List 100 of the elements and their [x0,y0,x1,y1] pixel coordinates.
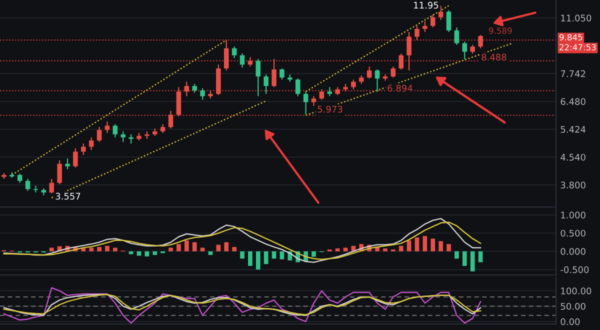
bar [200,248,205,252]
y-tick-label: 11.050 [561,14,592,22]
candlestick [454,26,460,46]
bar [414,237,420,252]
candlestick [256,58,261,97]
bar [398,246,404,252]
bar [168,248,173,252]
candlestick [73,148,78,168]
candlestick [88,136,94,151]
candlestick [176,86,182,117]
bar [454,251,459,259]
bar [430,238,436,252]
bar [406,240,412,252]
bar [49,248,54,252]
candlestick [351,79,356,90]
annotation: 11.95 [414,2,438,9]
candlestick [414,25,420,40]
bar [383,248,388,252]
candlestick [390,66,396,78]
bar [422,236,428,252]
candlestick [422,20,428,33]
y-tick-label: -0.500 [560,266,589,274]
bar [446,244,451,252]
y-tick-label: 1.000 [561,212,586,218]
candlestick [17,173,22,184]
candlestick [319,88,324,100]
candlestick [120,130,126,143]
bar [335,248,340,252]
text: 22:47:53 [560,44,596,50]
candlestick [240,52,245,68]
annotation: 6.894 [388,84,412,92]
candlestick [33,185,38,194]
y-tick-label: 0.500 [560,230,586,237]
y-tick-label: 100.00 [561,288,592,294]
candlestick [462,41,468,60]
candlestick [311,96,316,106]
candlestick [438,5,444,21]
candlestick [81,143,86,156]
candlestick [478,34,483,49]
candlestick [406,31,412,71]
candlestick [374,68,380,92]
bar [192,242,197,252]
candlestick [430,14,436,28]
candlestick [272,58,276,88]
y-tick-label: 6.480 [560,98,586,105]
candlestick [224,40,229,71]
candlestick [446,10,452,33]
candlestick [96,126,102,143]
bar [216,244,221,252]
candlestick [104,120,110,134]
bar [176,244,181,252]
bar [112,248,118,252]
bar [280,251,284,260]
bar [438,241,444,252]
y-tick-label: 3.800 [560,182,586,188]
y-tick-label: 0.000 [560,248,586,255]
y-tick-label: 5.424 [560,126,586,133]
bar [240,251,244,259]
candlestick [49,178,54,194]
annotation: 5.973 [318,106,342,113]
bar [232,246,236,252]
text: 9.845 [560,34,582,40]
y-tick-label: 7.742 [560,70,586,78]
bar [184,240,189,252]
bar [105,246,110,252]
bar [248,251,252,266]
candlestick [128,134,134,144]
bar [462,251,467,266]
y-tick-label: 4.540 [560,154,586,161]
candlestick [200,88,205,100]
candlestick [65,158,70,170]
bar [97,246,102,252]
candlestick [112,124,118,138]
bar [256,251,260,270]
bar [312,251,316,257]
bar [144,251,150,256]
candlestick [327,86,332,97]
y-tick-label: 0.00 [560,318,580,326]
bar [89,248,94,252]
candlestick [264,74,268,94]
bar [264,251,268,264]
bar [470,251,475,272]
ref-line-label: 9.589 [489,28,512,34]
candlestick [295,78,300,97]
candlestick [398,52,404,70]
bar [224,242,229,252]
candlestick [232,46,237,59]
bar [478,251,483,262]
candlestick [303,91,308,115]
y-tick-label: 50.00 [560,302,586,310]
candlestick [57,160,62,185]
bar [343,248,348,252]
annotation: 8.488 [482,54,506,61]
candlestick [25,178,30,192]
line-series [3,287,482,324]
annotation: 3.557 [56,192,80,200]
candlestick [184,81,190,97]
candlestick [280,68,284,80]
candlestick [366,66,372,80]
bar [152,251,158,255]
